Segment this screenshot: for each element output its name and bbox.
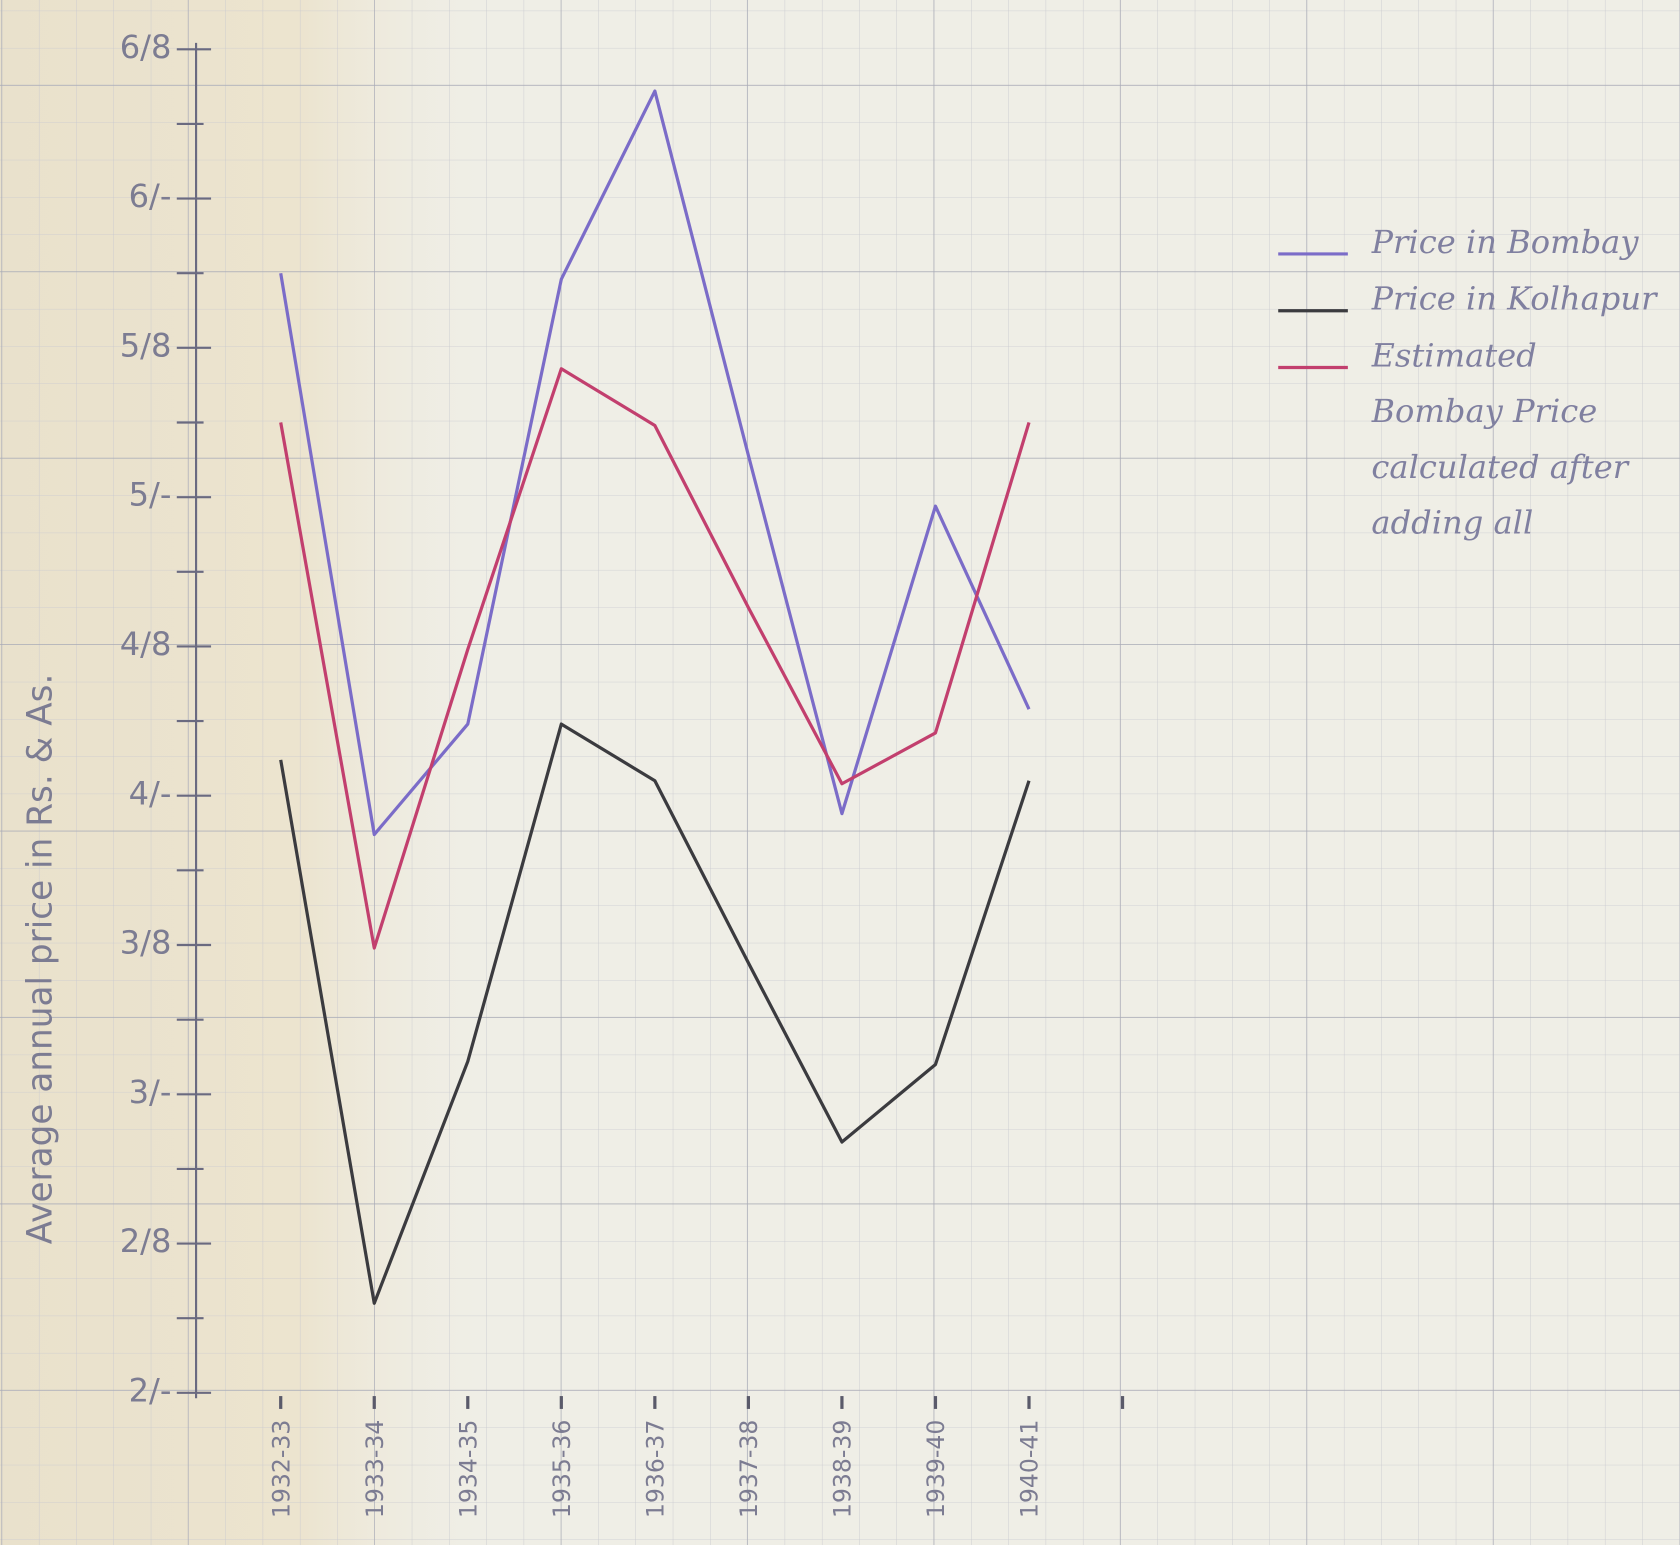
x-tick-label: 1936-37 (641, 1420, 669, 1518)
y-tick-label: 3/- (129, 1073, 172, 1111)
x-tick-label: 1937-38 (735, 1420, 763, 1518)
x-tick-label: 1940-41 (1016, 1420, 1044, 1518)
x-tick-label: 1934-35 (454, 1420, 482, 1518)
y-tick-label: 5/8 (120, 326, 172, 364)
legend-entry: Price in Kolhapur (1371, 280, 1657, 319)
y-tick-label: 6/8 (120, 28, 172, 66)
y-tick-label: 2/- (129, 1371, 172, 1409)
legend-entry: Estimated Bombay Price calculated after … (1371, 337, 1629, 565)
y-axis-label: Average annual price in Rs. & As. (20, 674, 60, 1245)
y-tick-label: 5/- (129, 476, 172, 514)
x-tick-label: 1938-39 (829, 1420, 857, 1518)
y-tick-label: 4/- (129, 774, 172, 812)
legend-label: Price in Bombay (1371, 223, 1639, 262)
series-line (279, 89, 1031, 837)
series-line (279, 722, 1031, 1305)
y-tick-label: 4/8 (120, 625, 172, 663)
series-line (279, 367, 1031, 950)
y-tick-label: 6/- (129, 177, 172, 215)
legend-label: Estimated Bombay Price calculated after … (1371, 337, 1629, 565)
x-tick-label: 1932-33 (267, 1420, 295, 1518)
legend-entry: Price in Bombay (1371, 223, 1639, 262)
legend: Price in Bombay Price in Kolhapur Estimate… (1278, 223, 1657, 565)
x-tick-label: 1933-34 (361, 1420, 389, 1518)
x-tick-label: 1935-36 (548, 1420, 576, 1518)
y-tick-label: 2/8 (120, 1222, 172, 1260)
x-tick-label: 1939-40 (922, 1420, 950, 1518)
y-tick-label: 3/8 (120, 924, 172, 962)
legend-label: Price in Kolhapur (1371, 280, 1657, 319)
